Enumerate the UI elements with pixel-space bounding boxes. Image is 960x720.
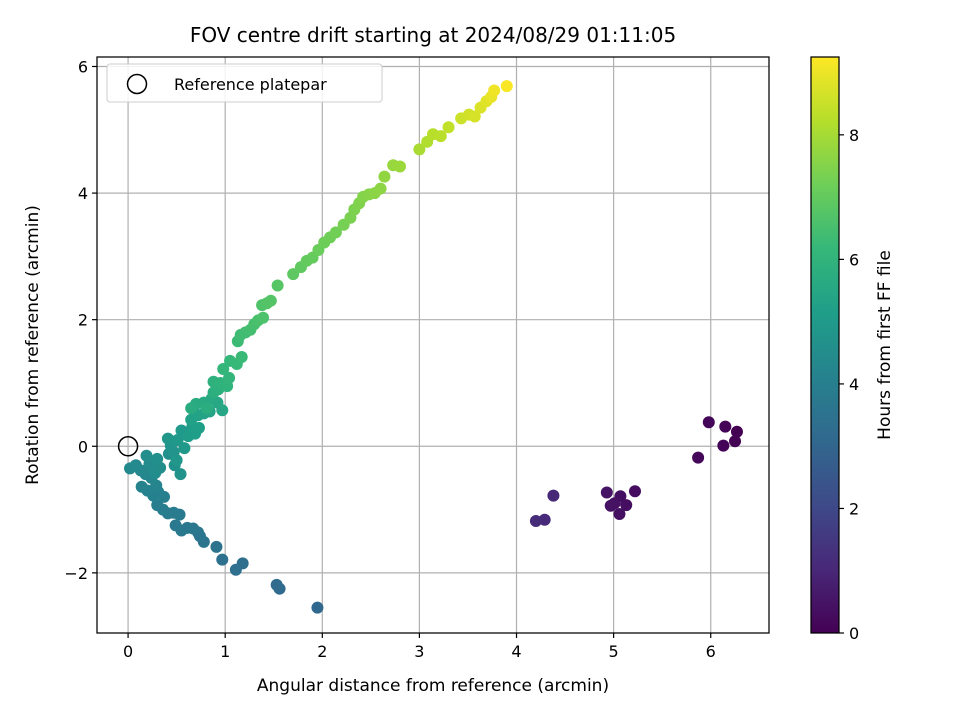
legend: Reference platepar: [106, 63, 383, 103]
data-point: [192, 421, 205, 434]
data-point: [174, 468, 187, 481]
x-axis-label: Angular distance from reference (arcmin): [257, 676, 609, 696]
data-point: [500, 80, 513, 93]
data-point: [613, 508, 626, 521]
plot-frame: [96, 56, 770, 634]
data-point: [442, 121, 455, 134]
colorbar: [810, 56, 840, 634]
data-point: [185, 402, 198, 415]
x-axis-ticks: 0 1 2 3 4 5 6: [123, 633, 716, 661]
data-point: [140, 449, 153, 462]
data-point: [210, 540, 223, 553]
data-point: [178, 442, 191, 455]
y-tick-label: −2: [64, 564, 88, 583]
data-point: [717, 439, 730, 452]
data-point: [129, 459, 142, 472]
data-point: [729, 435, 742, 448]
data-point: [161, 432, 174, 445]
chart-title: FOV centre drift starting at 2024/08/29 …: [190, 23, 676, 47]
data-point: [229, 563, 242, 576]
grid: [97, 57, 769, 633]
data-points: [124, 80, 743, 614]
y-tick-label: 0: [78, 437, 88, 456]
colorbar-label: Hours from first FF file: [875, 250, 895, 440]
x-tick-label: 4: [511, 642, 521, 661]
x-tick-label: 1: [220, 642, 230, 661]
legend-box: [106, 63, 383, 103]
data-point: [488, 84, 501, 97]
data-point: [200, 402, 213, 415]
colorbar-tick-label: 4: [849, 375, 859, 394]
data-point: [468, 110, 481, 123]
x-tick-label: 5: [609, 642, 619, 661]
data-point: [628, 485, 641, 498]
data-point: [171, 433, 184, 446]
data-point: [547, 489, 560, 502]
y-tick-label: 6: [78, 57, 88, 76]
y-tick-label: 4: [78, 184, 88, 203]
colorbar-tick-label: 2: [849, 499, 859, 518]
x-tick-label: 6: [706, 642, 716, 661]
data-point: [151, 499, 164, 512]
data-point: [271, 279, 284, 292]
data-point: [257, 311, 270, 324]
data-point: [223, 371, 236, 384]
y-tick-label: 2: [78, 311, 88, 330]
data-point: [169, 519, 182, 532]
data-point: [264, 294, 277, 307]
colorbar-tick-label: 6: [849, 250, 859, 269]
data-point: [135, 480, 148, 493]
data-point: [413, 143, 426, 156]
data-point: [217, 363, 230, 376]
data-point: [378, 170, 391, 183]
data-point: [329, 226, 342, 239]
y-axis-ticks: −2 0 2 4 6: [64, 57, 97, 583]
colorbar-tick-label: 0: [849, 624, 859, 643]
data-point: [216, 553, 229, 566]
data-point: [151, 452, 164, 465]
data-point: [692, 451, 705, 464]
data-point: [620, 499, 633, 512]
data-point: [270, 578, 283, 591]
x-tick-label: 0: [123, 642, 133, 661]
reference-platepar-marker: [117, 436, 139, 457]
data-point: [235, 351, 248, 364]
data-point: [600, 486, 613, 499]
data-point: [529, 514, 542, 527]
data-point: [719, 420, 732, 433]
data-point: [311, 601, 324, 614]
colorbar-tick-label: 8: [849, 126, 859, 145]
data-point: [393, 160, 406, 173]
data-point: [374, 182, 387, 195]
legend-entry-reference-platepar: Reference platepar: [174, 75, 327, 94]
data-point: [434, 130, 447, 143]
data-point: [287, 268, 300, 281]
data-point: [730, 425, 743, 438]
data-point: [170, 454, 183, 467]
data-point: [604, 499, 617, 512]
y-axis-label: Rotation from reference (arcmin): [23, 205, 43, 485]
x-tick-label: 2: [317, 642, 327, 661]
x-tick-label: 3: [414, 642, 424, 661]
legend-marker-icon: [126, 73, 148, 95]
data-point: [702, 416, 715, 429]
colorbar-ticks: 0 2 4 6 8: [839, 126, 859, 643]
